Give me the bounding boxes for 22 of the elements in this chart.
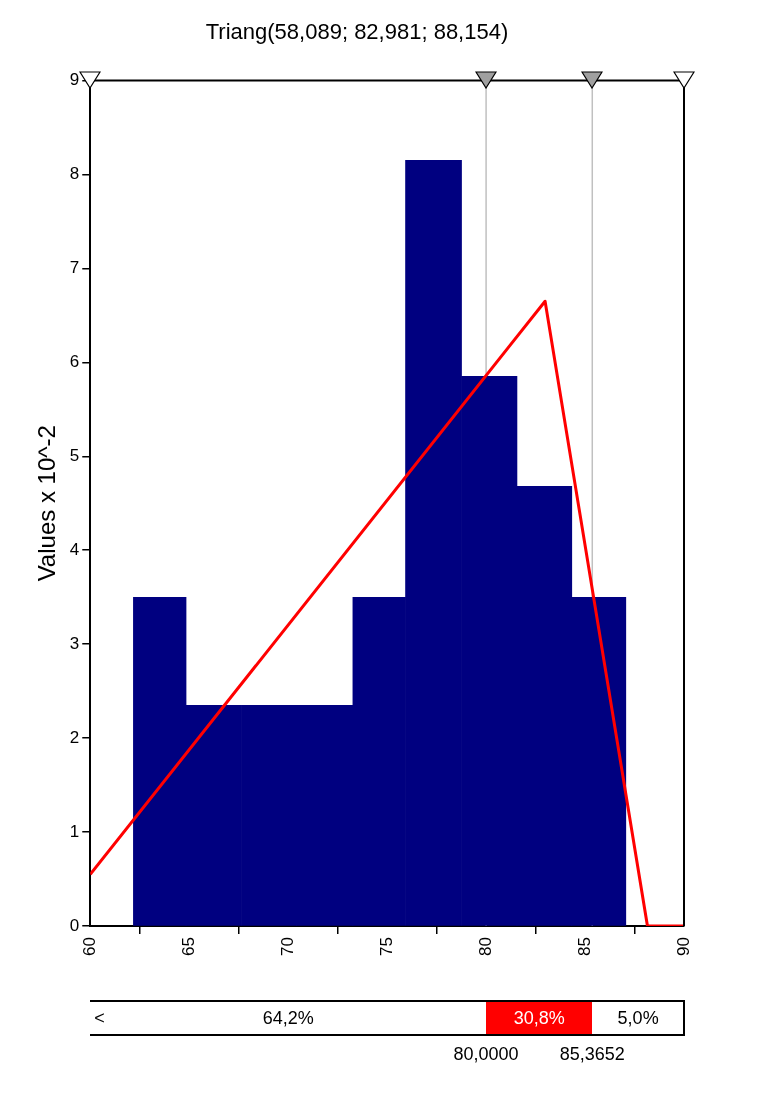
- y-tick-label: 4: [69, 539, 80, 559]
- x-tick-label: 65: [178, 937, 198, 957]
- y-tick-label: 0: [69, 915, 80, 935]
- y-tick-label: 6: [69, 351, 80, 371]
- range-slider: 64,2% 30,8% 5,0% <: [90, 1000, 685, 1036]
- x-tick-label: 90: [673, 937, 693, 957]
- x-tick-label: 75: [376, 937, 396, 957]
- y-tick-label: 8: [69, 164, 80, 184]
- y-axis-title: Values x 10^-2: [33, 425, 61, 582]
- x-tick-label: 60: [79, 937, 99, 957]
- y-tick-label: 5: [69, 445, 80, 465]
- chart-title: Triang(58,089; 82,981; 88,154): [205, 19, 509, 45]
- x-tick-label: 80: [475, 937, 495, 957]
- y-tick-label: 3: [69, 633, 80, 653]
- x-tick-label: 85: [574, 937, 594, 957]
- y-tick-label: 1: [69, 821, 80, 841]
- text: 80,0000: [453, 1044, 519, 1065]
- text: 85,3652: [559, 1044, 625, 1065]
- x-tick-label: 70: [277, 937, 297, 957]
- y-tick-label: 2: [69, 727, 80, 747]
- y-tick-label: 7: [69, 258, 80, 278]
- y-tick-label: 9: [69, 70, 80, 90]
